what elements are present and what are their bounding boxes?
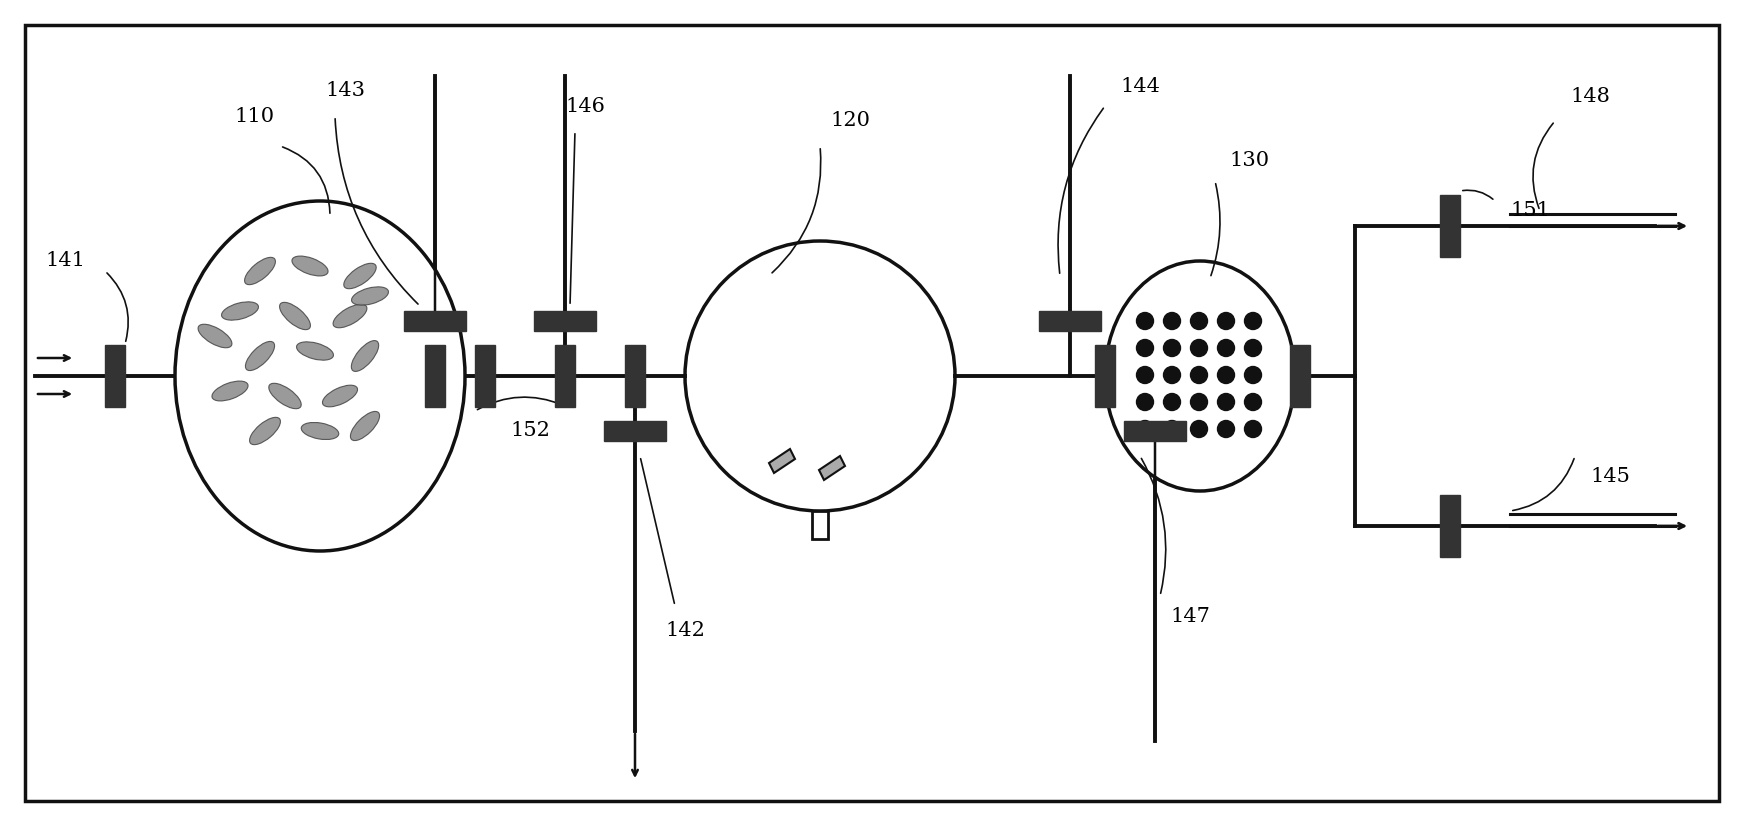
Circle shape bbox=[1163, 339, 1181, 357]
Bar bbox=[603, 421, 666, 441]
Ellipse shape bbox=[249, 417, 281, 444]
Circle shape bbox=[1163, 367, 1181, 383]
Bar bbox=[105, 345, 126, 407]
Text: 143: 143 bbox=[324, 82, 364, 101]
Circle shape bbox=[1191, 339, 1207, 357]
Bar bbox=[1291, 345, 1310, 407]
Bar bbox=[405, 311, 466, 331]
Circle shape bbox=[1245, 393, 1261, 411]
Bar bbox=[426, 345, 445, 407]
Ellipse shape bbox=[344, 263, 377, 289]
Circle shape bbox=[1217, 367, 1235, 383]
Circle shape bbox=[1191, 393, 1207, 411]
Ellipse shape bbox=[199, 325, 232, 348]
Text: 141: 141 bbox=[45, 251, 85, 270]
Text: 148: 148 bbox=[1570, 87, 1610, 106]
Text: 120: 120 bbox=[830, 112, 870, 131]
Circle shape bbox=[1245, 312, 1261, 330]
Ellipse shape bbox=[1106, 261, 1296, 491]
Text: 144: 144 bbox=[1120, 77, 1160, 96]
Text: 146: 146 bbox=[565, 97, 605, 116]
Ellipse shape bbox=[221, 301, 258, 320]
Text: 142: 142 bbox=[664, 621, 705, 640]
Ellipse shape bbox=[296, 342, 333, 360]
Circle shape bbox=[1245, 367, 1261, 383]
Text: 147: 147 bbox=[1170, 606, 1210, 625]
Bar bbox=[1441, 195, 1460, 257]
Text: 110: 110 bbox=[235, 107, 276, 126]
Ellipse shape bbox=[246, 341, 274, 371]
Ellipse shape bbox=[351, 411, 380, 440]
Ellipse shape bbox=[323, 385, 358, 407]
Ellipse shape bbox=[174, 201, 466, 551]
Bar bbox=[1039, 311, 1100, 331]
Circle shape bbox=[1163, 312, 1181, 330]
Bar bbox=[555, 345, 576, 407]
Bar bbox=[474, 345, 495, 407]
Text: 130: 130 bbox=[1230, 151, 1270, 170]
Bar bbox=[1123, 421, 1186, 441]
Ellipse shape bbox=[269, 383, 302, 409]
Ellipse shape bbox=[352, 287, 389, 305]
Circle shape bbox=[1137, 312, 1153, 330]
Circle shape bbox=[1191, 420, 1207, 438]
Text: 152: 152 bbox=[509, 421, 549, 440]
Bar bbox=[1095, 345, 1114, 407]
Ellipse shape bbox=[291, 256, 328, 276]
Circle shape bbox=[1137, 420, 1153, 438]
Ellipse shape bbox=[333, 304, 366, 328]
Text: 145: 145 bbox=[1591, 467, 1631, 486]
Polygon shape bbox=[769, 449, 795, 473]
Ellipse shape bbox=[279, 302, 310, 330]
Circle shape bbox=[1217, 420, 1235, 438]
Circle shape bbox=[1191, 312, 1207, 330]
Circle shape bbox=[1217, 312, 1235, 330]
Ellipse shape bbox=[351, 340, 378, 372]
Bar bbox=[534, 311, 596, 331]
Circle shape bbox=[1217, 393, 1235, 411]
Circle shape bbox=[1245, 339, 1261, 357]
Ellipse shape bbox=[302, 422, 338, 439]
Circle shape bbox=[1137, 367, 1153, 383]
Ellipse shape bbox=[213, 381, 248, 401]
Polygon shape bbox=[820, 456, 846, 480]
Text: 151: 151 bbox=[1510, 202, 1550, 221]
Bar bbox=[813, 511, 828, 539]
Circle shape bbox=[1191, 367, 1207, 383]
Circle shape bbox=[1137, 339, 1153, 357]
Circle shape bbox=[1217, 339, 1235, 357]
Bar bbox=[624, 345, 645, 407]
Circle shape bbox=[1137, 393, 1153, 411]
Circle shape bbox=[1163, 393, 1181, 411]
Circle shape bbox=[1245, 420, 1261, 438]
Ellipse shape bbox=[244, 258, 276, 285]
Bar bbox=[1441, 495, 1460, 557]
Circle shape bbox=[1163, 420, 1181, 438]
